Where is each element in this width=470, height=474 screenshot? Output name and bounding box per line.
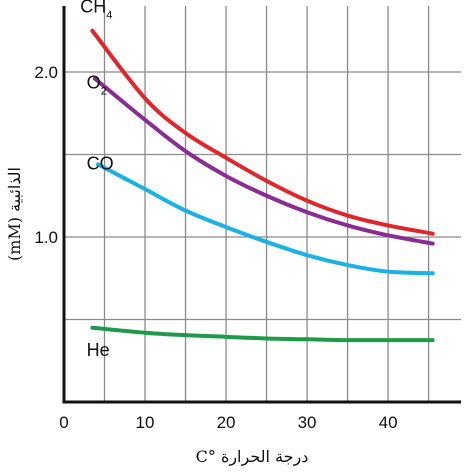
y-tick-label: 2.0 [34, 63, 58, 82]
series-label-o: O2 [87, 73, 107, 98]
x-tick-label: 20 [217, 413, 236, 432]
x-axis-label: درجة الحرارة °C [196, 447, 309, 466]
x-tick-label: 10 [136, 413, 155, 432]
x-tick-label: 30 [298, 413, 317, 432]
series-label-subscript: 4 [106, 10, 112, 22]
y-axis-label: الذائبية (mM) [5, 167, 24, 261]
series-line-he [90, 325, 435, 343]
x-tick-label: 40 [379, 413, 398, 432]
series-label-co: CO [87, 153, 114, 173]
series-labels: CH4 O2 CO He [80, 0, 113, 360]
series-group [90, 28, 435, 343]
series-label-he: He [87, 340, 110, 360]
series-label-ch: CH4 [80, 0, 112, 22]
x-tick-label: 0 [59, 413, 68, 432]
series-line-co [96, 162, 435, 276]
series-line-o [92, 76, 435, 246]
series-line-ch [90, 28, 435, 236]
x-tick-labels: 0 10 20 30 40 [59, 413, 397, 432]
y-tick-label: 1.0 [34, 228, 58, 247]
series-label-subscript: 2 [101, 86, 107, 98]
y-tick-labels: 1.0 2.0 [34, 63, 58, 247]
axes [62, 6, 461, 404]
grid-lines [64, 6, 461, 402]
